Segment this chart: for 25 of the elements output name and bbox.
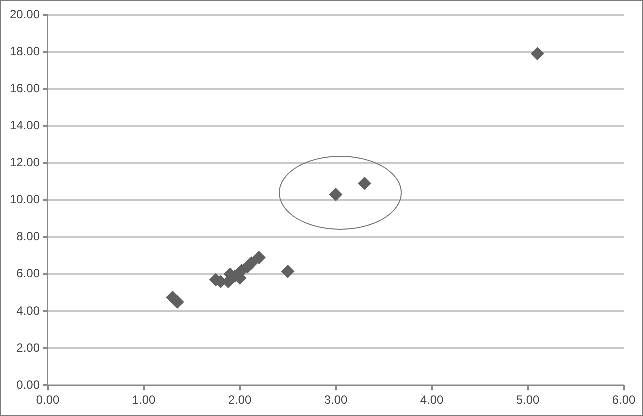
point — [252, 251, 266, 264]
y-tick-label: 6.00 — [16, 266, 40, 281]
x-tick-label: 0.00 — [36, 393, 60, 408]
point — [282, 265, 295, 278]
x-tick-label: 3.00 — [324, 393, 348, 408]
y-tick-label: 2.00 — [16, 340, 40, 355]
y-tick-label: 10.00 — [10, 192, 40, 207]
x-tick-label: 5.00 — [516, 393, 540, 408]
point — [171, 296, 184, 309]
x-tick-label: 4.00 — [420, 393, 444, 408]
y-tick-label: 8.00 — [16, 230, 40, 244]
y-tick-label: 18.00 — [10, 44, 40, 58]
y-tick-label: 16.00 — [10, 81, 40, 96]
point — [245, 256, 258, 270]
point — [358, 177, 372, 190]
x-tick-label: 2.00 — [228, 393, 252, 408]
y-tick-label: 4.00 — [16, 304, 40, 318]
point — [531, 47, 544, 60]
y-tick-label: 12.00 — [10, 156, 40, 170]
point — [330, 188, 343, 202]
y-tick-label: 0.00 — [16, 378, 40, 392]
y-tick-label: 14.00 — [10, 118, 40, 132]
x-tick-label: 1.00 — [132, 393, 156, 408]
x-tick-label: 6.00 — [612, 393, 636, 408]
y-tick-label: 20.00 — [10, 7, 40, 22]
